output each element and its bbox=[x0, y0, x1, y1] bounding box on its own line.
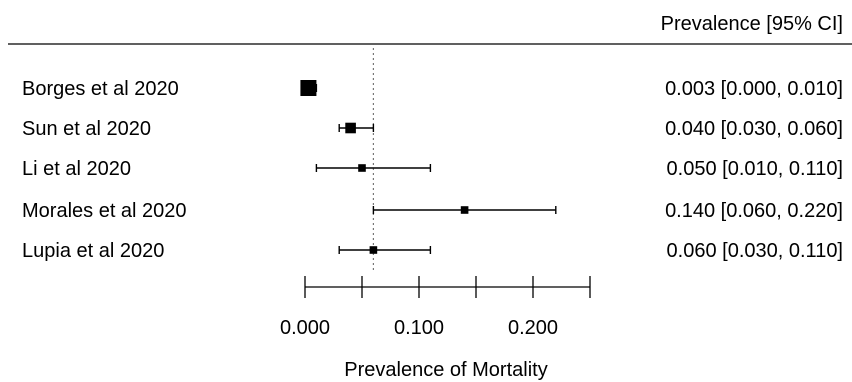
ci-value: 0.003 [0.000, 0.010] bbox=[665, 78, 843, 100]
x-tick-label: 0.000 bbox=[280, 317, 330, 339]
study-label: Morales et al 2020 bbox=[22, 200, 187, 222]
study-row: Lupia et al 2020 0.060 [0.030, 0.110] bbox=[22, 240, 843, 262]
study-row: Li et al 2020 0.050 [0.010, 0.110] bbox=[22, 158, 843, 180]
point-estimate bbox=[300, 80, 317, 96]
study-label: Borges et al 2020 bbox=[22, 78, 179, 100]
study-label: Lupia et al 2020 bbox=[22, 240, 164, 262]
x-axis-title: Prevalence of Mortality bbox=[344, 359, 547, 381]
study-row: Morales et al 2020 0.140 [0.060, 0.220] bbox=[22, 200, 843, 222]
x-axis: 0.000 0.100 0.200 bbox=[280, 276, 591, 339]
study-row: Sun et al 2020 0.040 [0.030, 0.060] bbox=[22, 118, 843, 140]
point-estimate bbox=[358, 164, 366, 172]
point-estimate bbox=[369, 246, 378, 254]
study-row: Borges et al 2020 0.003 [0.000, 0.010] bbox=[22, 78, 843, 100]
ci-value: 0.140 [0.060, 0.220] bbox=[665, 200, 843, 222]
point-estimate bbox=[460, 206, 469, 214]
ci-value: 0.060 [0.030, 0.110] bbox=[667, 240, 843, 262]
x-tick-label: 0.200 bbox=[508, 317, 558, 339]
study-label: Li et al 2020 bbox=[22, 158, 131, 180]
x-tick-label: 0.100 bbox=[394, 317, 444, 339]
ci-value: 0.050 [0.010, 0.110] bbox=[667, 158, 843, 180]
study-label: Sun et al 2020 bbox=[22, 118, 151, 140]
study-rows: Borges et al 2020 0.003 [0.000, 0.010] Sun… bbox=[22, 78, 843, 262]
point-estimate bbox=[345, 122, 356, 134]
ci-column-header: Prevalence [95% CI] bbox=[661, 13, 843, 35]
ci-value: 0.040 [0.030, 0.060] bbox=[665, 118, 843, 140]
